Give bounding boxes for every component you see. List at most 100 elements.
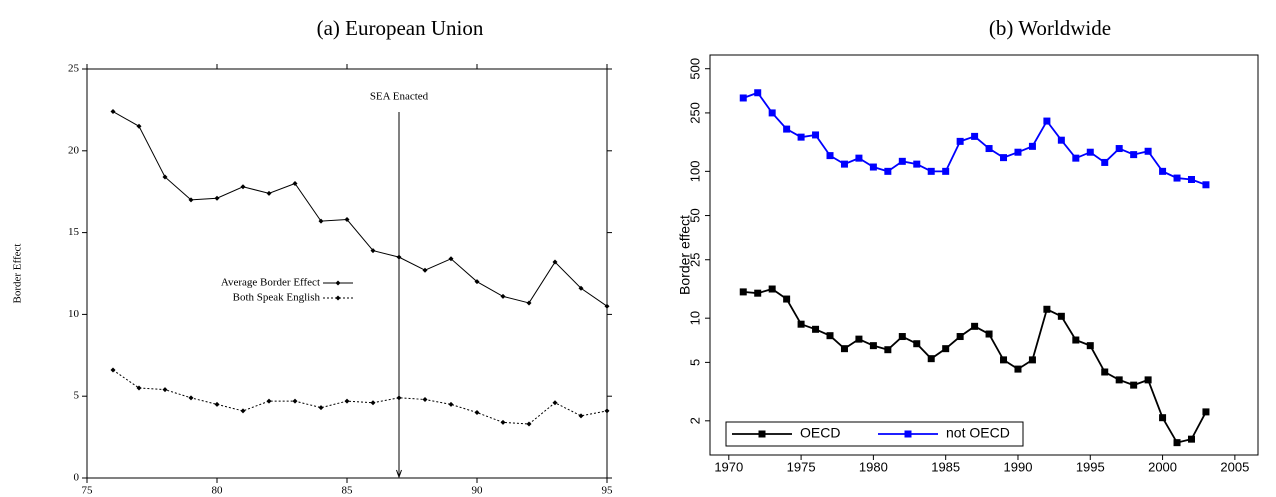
x-tick-label: 2005: [1220, 459, 1249, 474]
marker: [110, 367, 116, 373]
chart-title: (a) European Union: [317, 16, 484, 40]
marker: [422, 267, 428, 273]
marker: [1159, 414, 1167, 422]
marker: [1115, 145, 1123, 153]
legend-marker: [904, 430, 912, 438]
y-tick-label: 100: [687, 160, 702, 182]
legend-label: not OECD: [946, 425, 1010, 441]
marker: [1086, 342, 1094, 350]
marker: [266, 398, 272, 404]
marker: [474, 410, 480, 416]
marker: [500, 419, 506, 425]
marker: [136, 123, 142, 129]
marker: [840, 345, 848, 353]
y-tick-label: 10: [68, 308, 80, 320]
marker: [578, 413, 584, 419]
y-tick-label: 10: [687, 311, 702, 325]
marker: [942, 167, 950, 175]
marker: [500, 293, 506, 299]
annotation-text: SEA Enacted: [370, 91, 429, 103]
marker: [840, 160, 848, 168]
marker: [826, 152, 834, 160]
marker: [768, 109, 776, 117]
marker: [1144, 147, 1152, 155]
legend-label: Average Border Effect: [221, 277, 320, 289]
marker: [214, 195, 220, 201]
y-tick-label: 15: [68, 226, 80, 238]
marker: [826, 332, 834, 340]
marker: [448, 256, 454, 262]
marker: [1028, 142, 1036, 150]
x-tick-label: 85: [342, 485, 354, 497]
marker: [162, 174, 168, 180]
marker: [985, 330, 993, 338]
marker: [971, 132, 979, 140]
y-tick-label: 25: [687, 253, 702, 267]
marker: [604, 408, 610, 414]
marker: [956, 137, 964, 145]
y-tick-label: 5: [687, 359, 702, 366]
marker: [1187, 435, 1195, 443]
marker: [344, 398, 350, 404]
marker: [578, 285, 584, 291]
marker: [927, 355, 935, 363]
marker: [188, 197, 194, 203]
legend-marker: [335, 280, 341, 286]
marker: [898, 157, 906, 165]
marker: [292, 398, 298, 404]
marker: [812, 131, 820, 139]
marker: [913, 340, 921, 348]
x-tick-label: 1985: [931, 459, 960, 474]
legend-marker: [758, 430, 766, 438]
marker: [370, 248, 376, 254]
marker: [214, 401, 220, 407]
chart: 1970 1975 1980 1985 1990 1995 2000 200525102550…: [677, 54, 1259, 474]
marker: [188, 395, 194, 401]
y-tick-label: 5: [74, 390, 80, 402]
x-tick-label: 1970: [714, 459, 743, 474]
marker: [1115, 376, 1123, 384]
x-tick-label: 95: [602, 485, 614, 497]
marker: [526, 300, 532, 306]
chart: 75 80 85 90 95 0 5 10 15 20 25 Border Effect SEA Ena…: [12, 63, 613, 497]
marker: [884, 167, 892, 175]
marker: [604, 303, 610, 309]
marker: [812, 325, 820, 333]
marker: [526, 421, 532, 427]
x-tick-label: 80: [212, 485, 224, 497]
marker: [318, 405, 324, 411]
marker: [956, 333, 964, 341]
marker: [1000, 154, 1008, 162]
marker: [1043, 117, 1051, 125]
y-tick-label: 500: [687, 58, 702, 80]
marker: [783, 295, 791, 303]
marker: [1173, 439, 1181, 447]
marker: [797, 320, 805, 328]
marker: [1159, 167, 1167, 175]
marker: [474, 279, 480, 285]
x-tick-label: 2000: [1148, 459, 1177, 474]
marker: [266, 190, 272, 196]
marker: [1187, 176, 1195, 183]
marker: [985, 145, 993, 153]
plot-frame: [86, 68, 608, 479]
marker: [422, 396, 428, 402]
series-line: [112, 369, 608, 425]
marker: [768, 285, 776, 293]
marker: [292, 181, 298, 187]
plot-frame: [709, 54, 1259, 456]
marker: [1000, 356, 1008, 364]
legend-label: Both Speak English: [233, 292, 321, 304]
marker: [754, 289, 762, 297]
marker: [942, 345, 950, 353]
legend-marker: [335, 295, 341, 301]
chart-title: (b) Worldwide: [989, 16, 1111, 40]
marker: [913, 160, 921, 168]
marker: [1101, 158, 1109, 166]
marker: [240, 184, 246, 190]
marker: [869, 342, 877, 350]
annotation-arrow: [396, 469, 402, 479]
y-tick-label: 50: [687, 208, 702, 222]
marker: [927, 167, 935, 175]
y-tick-label: 250: [687, 102, 702, 124]
